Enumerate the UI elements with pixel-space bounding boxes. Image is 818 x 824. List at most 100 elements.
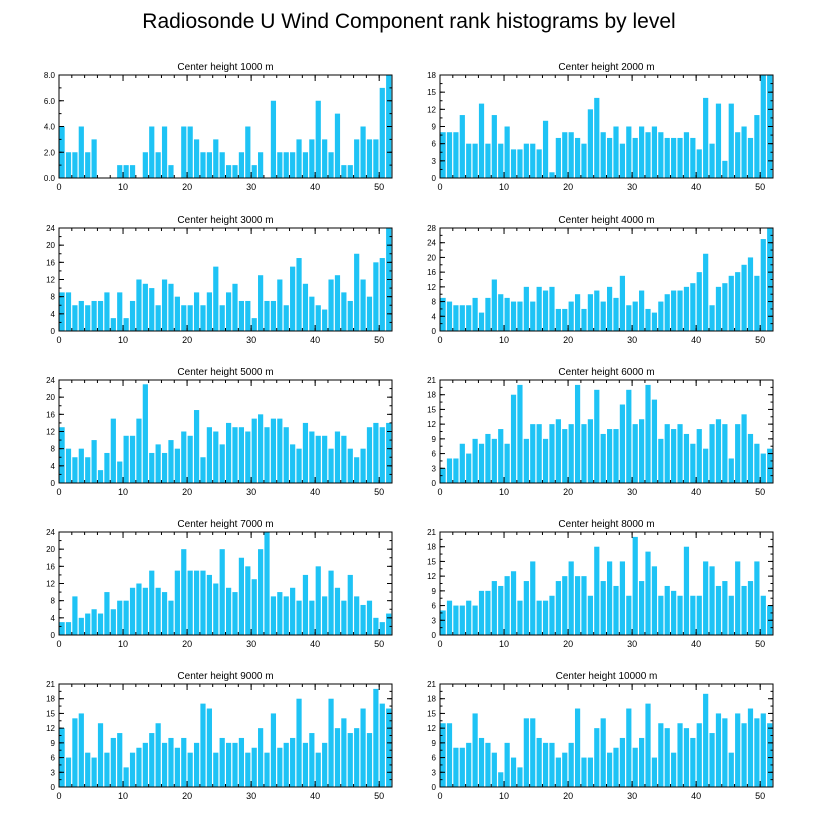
bar bbox=[187, 570, 193, 636]
bar bbox=[219, 444, 225, 484]
x-tick-label: 40 bbox=[310, 791, 320, 801]
bar bbox=[581, 308, 587, 331]
x-tick-label: 20 bbox=[563, 182, 573, 192]
bar bbox=[555, 308, 561, 331]
bar bbox=[446, 301, 453, 331]
bar bbox=[671, 752, 677, 787]
x-tick-label: 0 bbox=[437, 182, 442, 192]
bar bbox=[664, 728, 670, 787]
bar bbox=[549, 424, 555, 483]
x-tick-label: 50 bbox=[755, 335, 765, 345]
bar bbox=[213, 431, 219, 483]
bar bbox=[639, 419, 645, 483]
bar bbox=[760, 239, 766, 331]
bar bbox=[187, 435, 193, 483]
bar bbox=[651, 126, 658, 178]
bar bbox=[251, 747, 257, 787]
bar bbox=[645, 384, 651, 483]
bar bbox=[658, 723, 664, 787]
bar bbox=[302, 283, 309, 331]
bar bbox=[142, 742, 148, 787]
x-tick-label: 50 bbox=[755, 639, 765, 649]
bar bbox=[536, 149, 542, 178]
bar bbox=[97, 613, 104, 635]
bar bbox=[619, 404, 626, 483]
bar bbox=[136, 418, 142, 484]
bar bbox=[735, 561, 741, 635]
bar bbox=[72, 718, 78, 787]
x-tick-label: 30 bbox=[627, 335, 637, 345]
y-tick-label: 15 bbox=[427, 405, 436, 414]
bar bbox=[542, 600, 549, 635]
bar bbox=[296, 139, 302, 179]
x-tick-label: 20 bbox=[563, 791, 573, 801]
bar bbox=[510, 394, 517, 483]
bar bbox=[232, 283, 238, 331]
bar bbox=[466, 453, 472, 483]
bar bbox=[219, 152, 225, 178]
bar bbox=[472, 605, 478, 635]
y-tick-label: 20 bbox=[46, 545, 55, 554]
histogram-panel-10: Center height 10000 m 0 3 6 9 12 15 18 21 0 10 20 30… bbox=[427, 671, 774, 801]
bar bbox=[574, 576, 581, 635]
bar bbox=[658, 132, 664, 178]
bar bbox=[366, 600, 373, 635]
bar bbox=[722, 283, 728, 331]
bar bbox=[193, 139, 200, 179]
bar bbox=[193, 292, 200, 332]
bar bbox=[379, 703, 385, 787]
bar bbox=[664, 137, 670, 178]
bar bbox=[322, 742, 328, 787]
bar bbox=[354, 457, 360, 483]
bar bbox=[354, 596, 360, 636]
bar bbox=[690, 595, 696, 635]
bar bbox=[270, 713, 277, 787]
bar bbox=[715, 585, 722, 635]
bar bbox=[504, 297, 510, 331]
bar bbox=[466, 305, 472, 331]
y-tick-label: 16 bbox=[46, 258, 55, 267]
bar bbox=[168, 440, 174, 483]
bar bbox=[683, 728, 690, 787]
bar bbox=[373, 139, 379, 179]
bar bbox=[613, 126, 619, 178]
bar bbox=[238, 427, 245, 483]
bar bbox=[59, 622, 65, 636]
bar bbox=[65, 757, 72, 787]
bar bbox=[309, 733, 315, 787]
bar bbox=[354, 139, 360, 179]
bar bbox=[600, 433, 606, 483]
x-tick-label: 40 bbox=[691, 487, 701, 497]
bar bbox=[555, 757, 561, 787]
bar bbox=[142, 152, 148, 178]
y-tick-label: 21 bbox=[46, 680, 55, 689]
bar bbox=[341, 165, 347, 179]
bar bbox=[309, 296, 315, 331]
bar bbox=[594, 290, 600, 331]
y-tick-label: 2.0 bbox=[44, 148, 56, 157]
bar bbox=[78, 617, 84, 635]
bar bbox=[290, 266, 296, 332]
bar bbox=[245, 300, 251, 331]
x-tick-label: 30 bbox=[246, 639, 256, 649]
bar bbox=[65, 152, 72, 178]
histogram-panel-2: Center height 2000 m 0 3 6 9 12 15 18 0 10 20 30 40 5… bbox=[427, 62, 774, 192]
bar bbox=[258, 275, 264, 331]
y-tick-label: 8 bbox=[51, 445, 56, 454]
bar bbox=[683, 132, 690, 178]
bar bbox=[446, 132, 453, 178]
bar bbox=[703, 561, 709, 635]
bar bbox=[296, 698, 302, 787]
bar bbox=[760, 713, 766, 787]
bar bbox=[594, 389, 600, 483]
bar bbox=[645, 132, 651, 178]
bar bbox=[142, 587, 148, 635]
x-tick-label: 50 bbox=[755, 182, 765, 192]
x-tick-label: 50 bbox=[755, 487, 765, 497]
bar bbox=[213, 583, 219, 635]
y-tick-label: 16 bbox=[46, 410, 55, 419]
bar bbox=[290, 737, 296, 787]
bar bbox=[607, 429, 613, 483]
bar bbox=[104, 752, 110, 787]
x-tick-label: 40 bbox=[310, 487, 320, 497]
